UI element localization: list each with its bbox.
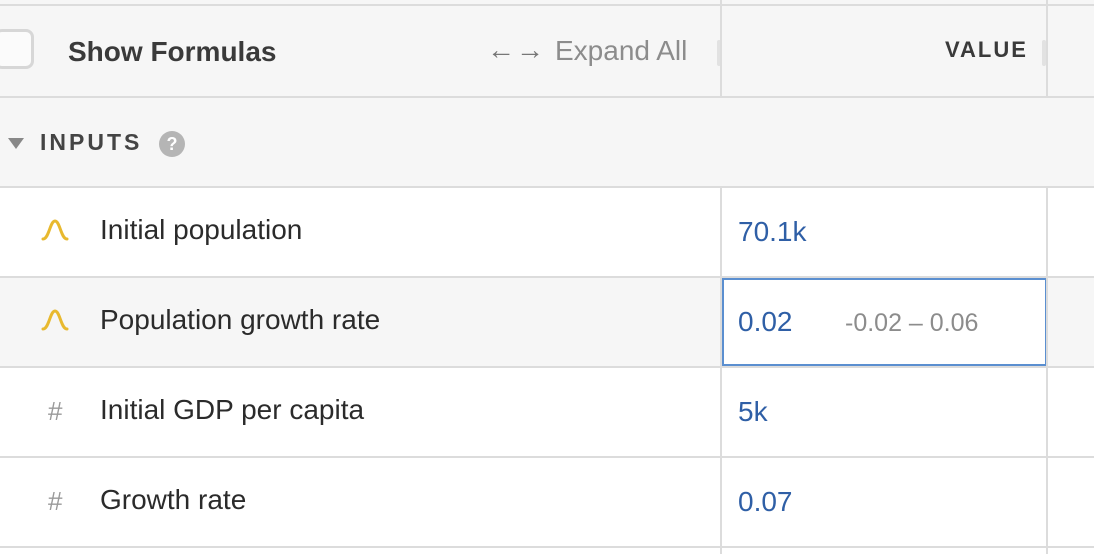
- row-range-population-growth-rate: -0.02 – 0.06: [845, 309, 979, 337]
- column-divider: [1046, 186, 1048, 554]
- divider: [0, 366, 1094, 368]
- divider: [0, 456, 1094, 458]
- column-resize-handle[interactable]: [717, 40, 721, 66]
- help-icon[interactable]: ?: [159, 131, 185, 157]
- row-label-growth-rate: Growth rate: [100, 484, 247, 515]
- row-value-initial-population[interactable]: 70.1k: [738, 216, 807, 247]
- row-value-initial-gdp-per-capita[interactable]: 5k: [738, 396, 768, 427]
- divider: [0, 4, 1094, 6]
- hash-icon: #: [48, 396, 63, 426]
- row-label-initial-population: Initial population: [100, 214, 303, 245]
- row-value-growth-rate[interactable]: 0.07: [738, 486, 793, 517]
- show-formulas-checkbox[interactable]: [0, 29, 34, 69]
- expand-arrows-icon[interactable]: ←→: [487, 34, 545, 65]
- divider: [0, 186, 1094, 188]
- divider: [0, 96, 1094, 98]
- show-formulas-label[interactable]: Show Formulas: [68, 36, 277, 67]
- section-title: INPUTS: [40, 129, 143, 155]
- row-value-population-growth-rate[interactable]: 0.02: [738, 306, 793, 337]
- column-divider: [1046, 0, 1048, 97]
- row-label-population-growth-rate: Population growth rate: [100, 304, 381, 335]
- collapse-caret-icon[interactable]: [8, 138, 24, 149]
- distribution-icon: [41, 309, 69, 331]
- expand-all-button[interactable]: Expand All: [555, 35, 688, 66]
- divider: [0, 276, 1094, 278]
- column-divider: [720, 186, 722, 554]
- value-column-header: VALUE: [945, 37, 1028, 62]
- selected-value-cell[interactable]: [722, 278, 1047, 366]
- table-header: [0, 0, 1094, 97]
- hash-icon: #: [48, 486, 63, 516]
- row-label-initial-gdp-per-capita: Initial GDP per capita: [100, 394, 365, 425]
- column-divider: [720, 0, 722, 97]
- column-resize-handle[interactable]: [1042, 40, 1046, 66]
- distribution-icon: [41, 219, 69, 241]
- divider: [0, 546, 1094, 548]
